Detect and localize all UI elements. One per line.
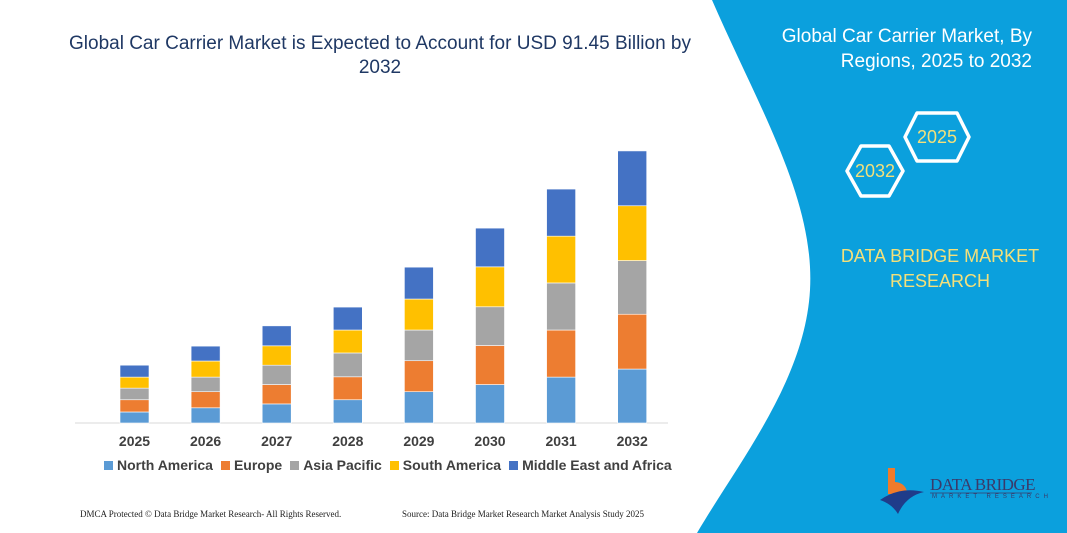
legend-swatch	[389, 460, 399, 470]
legend-item: Asia Pacific	[290, 457, 382, 473]
stacked-bar-chart: 2025 2026 2027 2028 2029 2030 2031 2032	[75, 150, 668, 449]
bar-segment-2031-europe	[546, 329, 576, 378]
legend-item: Middle East and Africa	[509, 457, 672, 473]
bar-segment-2028-europe	[332, 376, 363, 401]
bar-segment-2031-middle-east-and-africa	[546, 188, 576, 237]
bar-segment-2031-north-america	[546, 376, 576, 424]
chart-title: Global Car Carrier Market is Expected to…	[69, 33, 691, 78]
legend: North America Europe Asia Pacific South Ame…	[104, 457, 672, 473]
bar-segment-2026-north-america	[190, 407, 221, 424]
logo-text: DATA BRIDGE	[930, 475, 1036, 494]
x-tick-label: 2027	[261, 433, 292, 449]
legend-item: North America	[104, 457, 213, 473]
bar-segment-2027-south-america	[261, 345, 292, 366]
bar-segment-2027-middle-east-and-africa	[261, 325, 292, 347]
bar-segment-2026-asia-pacific	[190, 376, 221, 393]
hex-label-2025: 2025	[916, 127, 958, 147]
hex-label-2032: 2032	[854, 161, 896, 181]
bar-segment-2028-asia-pacific	[332, 352, 363, 378]
footer-source: Source: Data Bridge Market Research Mark…	[402, 509, 644, 519]
bar-segment-2027-europe	[261, 384, 292, 405]
x-tick-label: 2026	[190, 433, 221, 449]
brand-name: DATA BRIDGE MARKET RESEARCH	[840, 246, 1040, 291]
bar-segment-2029-europe	[404, 360, 434, 393]
bar-segment-2031-south-america	[546, 235, 576, 284]
bar-segment-2026-middle-east-and-africa	[190, 345, 221, 362]
legend-label: Middle East and Africa	[522, 457, 672, 473]
bar-segment-2026-europe	[190, 391, 221, 409]
bar-segment-2029-north-america	[404, 391, 434, 424]
bar-segment-2030-north-america	[475, 384, 505, 424]
bar-segment-2025-europe	[119, 399, 150, 413]
legend-label: Europe	[233, 457, 283, 473]
bar-segment-2030-middle-east-and-africa	[475, 227, 505, 268]
bar-segment-2032-south-america	[617, 205, 648, 261]
x-tick-label: 2028	[332, 433, 363, 449]
bar-segment-2028-south-america	[332, 329, 363, 354]
x-tick-labels: 2025 2026 2027 2028 2029 2030 2031 2032	[119, 433, 648, 449]
x-tick-label: 2025	[119, 433, 150, 449]
bar-segment-2032-north-america	[617, 368, 648, 424]
bar-segment-2027-north-america	[261, 403, 292, 424]
x-tick-label: 2031	[546, 433, 577, 449]
bar-segment-2029-asia-pacific	[404, 329, 434, 362]
footer-copyright: DMCA Protected © Data Bridge Market Rese…	[80, 509, 342, 519]
legend-swatch	[220, 460, 230, 470]
legend-swatch	[509, 460, 519, 470]
legend-item: Europe	[220, 457, 283, 473]
bar-segment-2025-north-america	[119, 411, 150, 424]
x-tick-label: 2029	[403, 433, 434, 449]
bar-segment-2028-north-america	[332, 399, 363, 424]
bar-segment-2030-europe	[475, 345, 505, 385]
hexagon-2032-icon	[845, 144, 905, 198]
bar-segment-2032-middle-east-and-africa	[617, 150, 648, 207]
bar-segment-2028-middle-east-and-africa	[332, 306, 363, 331]
data-bridge-logo-icon	[880, 468, 924, 514]
bar-segment-2025-south-america	[119, 376, 150, 389]
bar-segment-2030-asia-pacific	[475, 306, 505, 346]
bar-segment-2031-asia-pacific	[546, 282, 576, 331]
legend-label: Asia Pacific	[303, 457, 382, 473]
x-tick-label: 2032	[617, 433, 648, 449]
legend-label: North America	[117, 457, 213, 473]
bar-segment-2030-south-america	[475, 266, 505, 308]
legend-swatch	[104, 460, 113, 470]
logo-subtext: MARKET RESEARCH	[932, 494, 1052, 500]
bar-segment-2025-asia-pacific	[119, 387, 150, 401]
x-tick-label: 2030	[474, 433, 505, 449]
bar-segment-2025-middle-east-and-africa	[119, 364, 150, 378]
legend-swatch	[290, 460, 300, 470]
bar-segment-2029-middle-east-and-africa	[404, 266, 434, 300]
side-panel-title: Global Car Carrier Market, By Regions, 2…	[781, 26, 1032, 72]
bars	[119, 150, 648, 424]
bar-segment-2032-asia-pacific	[617, 260, 648, 315]
legend-item: South America	[389, 457, 502, 473]
legend-label: South America	[402, 457, 502, 473]
bar-segment-2027-asia-pacific	[261, 364, 292, 385]
hexagon-2025-icon	[903, 111, 971, 163]
bar-segment-2032-europe	[617, 313, 648, 370]
side-panel-shape	[697, 0, 1067, 533]
bar-segment-2029-south-america	[404, 298, 434, 331]
bar-segment-2026-south-america	[190, 360, 221, 378]
